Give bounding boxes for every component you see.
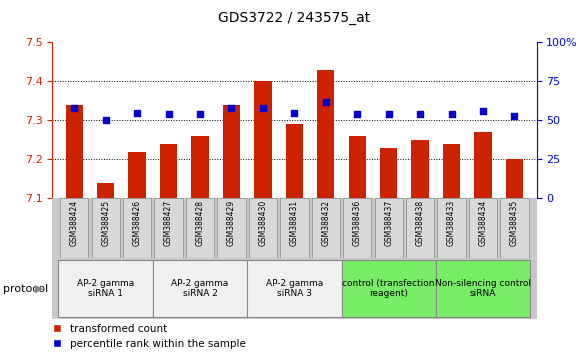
Bar <box>97 183 114 198</box>
Point <box>353 111 362 117</box>
Text: AP-2 gamma
siRNA 3: AP-2 gamma siRNA 3 <box>266 279 323 298</box>
Bar <box>60 198 88 258</box>
Bar <box>443 144 461 198</box>
Bar <box>311 198 340 258</box>
Point <box>195 111 205 117</box>
Bar <box>501 198 528 258</box>
Bar <box>223 105 240 198</box>
Point <box>478 108 488 114</box>
Point <box>415 111 425 117</box>
Bar <box>375 198 403 258</box>
Bar <box>343 198 371 258</box>
Point <box>164 111 173 117</box>
Point <box>510 113 519 119</box>
Text: GSM388433: GSM388433 <box>447 200 456 246</box>
Bar <box>474 132 492 198</box>
Point <box>290 110 299 115</box>
Text: GSM388425: GSM388425 <box>101 200 110 246</box>
Bar <box>153 259 247 318</box>
Bar <box>191 136 209 198</box>
Text: GSM388436: GSM388436 <box>353 200 362 246</box>
Bar <box>254 81 271 198</box>
Point <box>227 105 236 111</box>
Text: GSM388434: GSM388434 <box>478 200 488 246</box>
Point <box>132 110 142 115</box>
Bar <box>406 198 434 258</box>
Text: ▶: ▶ <box>35 284 44 293</box>
Text: GSM388432: GSM388432 <box>321 200 330 246</box>
Text: AP-2 gamma
siRNA 1: AP-2 gamma siRNA 1 <box>77 279 135 298</box>
Text: GSM388430: GSM388430 <box>259 200 267 246</box>
Text: GSM388431: GSM388431 <box>290 200 299 246</box>
Text: GSM388438: GSM388438 <box>416 200 425 246</box>
Text: Non-silencing control
siRNA: Non-silencing control siRNA <box>435 279 531 298</box>
Bar <box>154 198 183 258</box>
Bar <box>380 148 397 198</box>
Text: GSM388427: GSM388427 <box>164 200 173 246</box>
Bar <box>437 198 466 258</box>
Bar <box>218 198 245 258</box>
Point <box>101 118 110 123</box>
Text: protocol: protocol <box>3 284 48 293</box>
Text: GSM388426: GSM388426 <box>133 200 142 246</box>
Bar <box>342 259 436 318</box>
Point <box>70 105 79 111</box>
Text: GSM388435: GSM388435 <box>510 200 519 246</box>
Point <box>384 111 393 117</box>
Text: control (transfection
reagent): control (transfection reagent) <box>342 279 435 298</box>
Text: GSM388429: GSM388429 <box>227 200 236 246</box>
Text: AP-2 gamma
siRNA 2: AP-2 gamma siRNA 2 <box>171 279 229 298</box>
Bar <box>128 152 146 198</box>
Point <box>447 111 456 117</box>
Bar <box>186 198 214 258</box>
Bar <box>317 70 335 198</box>
Bar <box>59 259 153 318</box>
Bar <box>286 124 303 198</box>
Point <box>258 105 267 111</box>
Bar <box>247 259 342 318</box>
Legend: transformed count, percentile rank within the sample: transformed count, percentile rank withi… <box>52 324 246 349</box>
Bar <box>411 140 429 198</box>
Bar <box>123 198 151 258</box>
Bar <box>280 198 309 258</box>
Bar <box>66 105 83 198</box>
Text: GSM388428: GSM388428 <box>195 200 205 246</box>
Text: GDS3722 / 243575_at: GDS3722 / 243575_at <box>218 11 371 25</box>
Bar <box>160 144 177 198</box>
Bar <box>469 198 497 258</box>
Text: GSM388424: GSM388424 <box>70 200 79 246</box>
Point <box>321 99 331 104</box>
Bar <box>436 259 530 318</box>
Bar <box>249 198 277 258</box>
Bar <box>506 159 523 198</box>
Bar <box>92 198 120 258</box>
Text: GSM388437: GSM388437 <box>384 200 393 246</box>
Bar <box>349 136 366 198</box>
